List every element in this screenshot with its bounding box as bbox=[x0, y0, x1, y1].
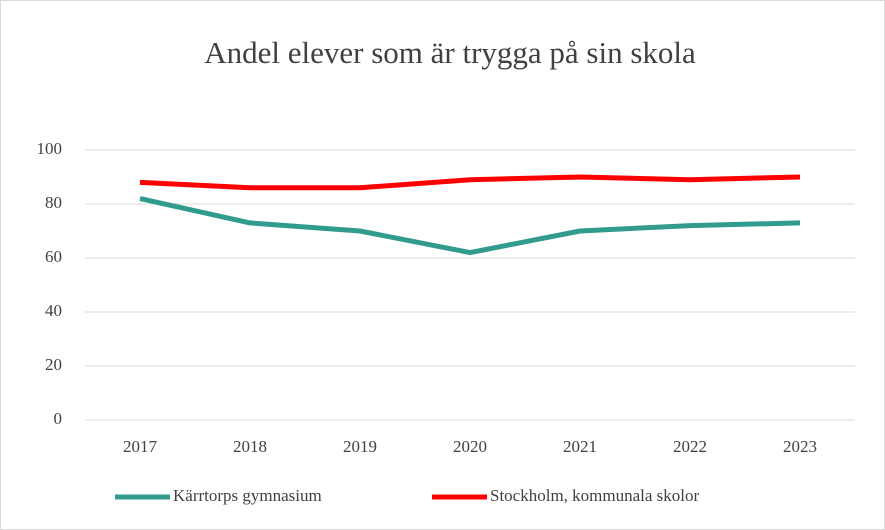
y-tick-label: 80 bbox=[45, 193, 62, 212]
x-tick-label: 2021 bbox=[563, 437, 597, 456]
y-tick-label: 60 bbox=[45, 247, 62, 266]
x-tick-label: 2023 bbox=[783, 437, 817, 456]
x-tick-label: 2017 bbox=[123, 437, 158, 456]
series-line bbox=[139, 174, 801, 191]
legend-label: Kärrtorps gymnasium bbox=[173, 486, 322, 505]
y-tick-label: 20 bbox=[45, 355, 62, 374]
x-tick-label: 2020 bbox=[453, 437, 487, 456]
x-tick-label: 2022 bbox=[673, 437, 707, 456]
chart-title: Andel elever som är trygga på sin skola bbox=[204, 35, 696, 70]
y-tick-label: 40 bbox=[45, 301, 62, 320]
legend-label: Stockholm, kommunala skolor bbox=[490, 486, 700, 505]
x-tick-label: 2019 bbox=[343, 437, 377, 456]
x-tick-label: 2018 bbox=[233, 437, 267, 456]
series-line bbox=[139, 196, 801, 256]
y-tick-label: 0 bbox=[54, 409, 63, 428]
y-tick-label: 100 bbox=[37, 139, 63, 158]
